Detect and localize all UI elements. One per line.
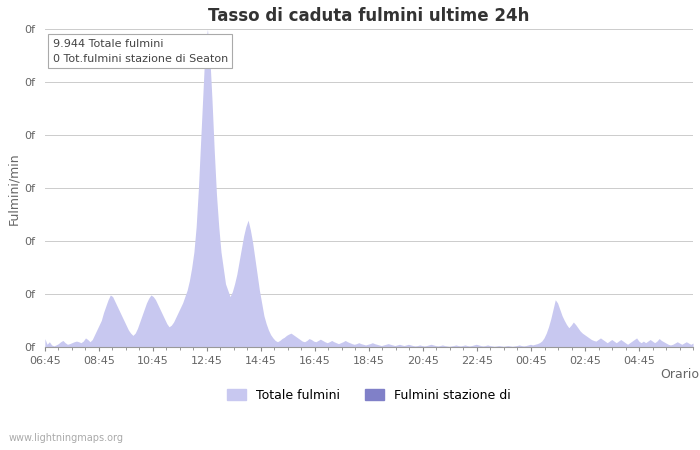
X-axis label: Orario: Orario — [661, 368, 699, 381]
Text: 9.944 Totale fulmini
0 Tot.fulmini stazione di Seaton: 9.944 Totale fulmini 0 Tot.fulmini stazi… — [52, 39, 228, 63]
Text: www.lightningmaps.org: www.lightningmaps.org — [8, 433, 123, 443]
Title: Tasso di caduta fulmini ultime 24h: Tasso di caduta fulmini ultime 24h — [209, 7, 530, 25]
Legend: Totale fulmini, Fulmini stazione di: Totale fulmini, Fulmini stazione di — [228, 389, 510, 402]
Y-axis label: Fulmini/min: Fulmini/min — [7, 152, 20, 225]
